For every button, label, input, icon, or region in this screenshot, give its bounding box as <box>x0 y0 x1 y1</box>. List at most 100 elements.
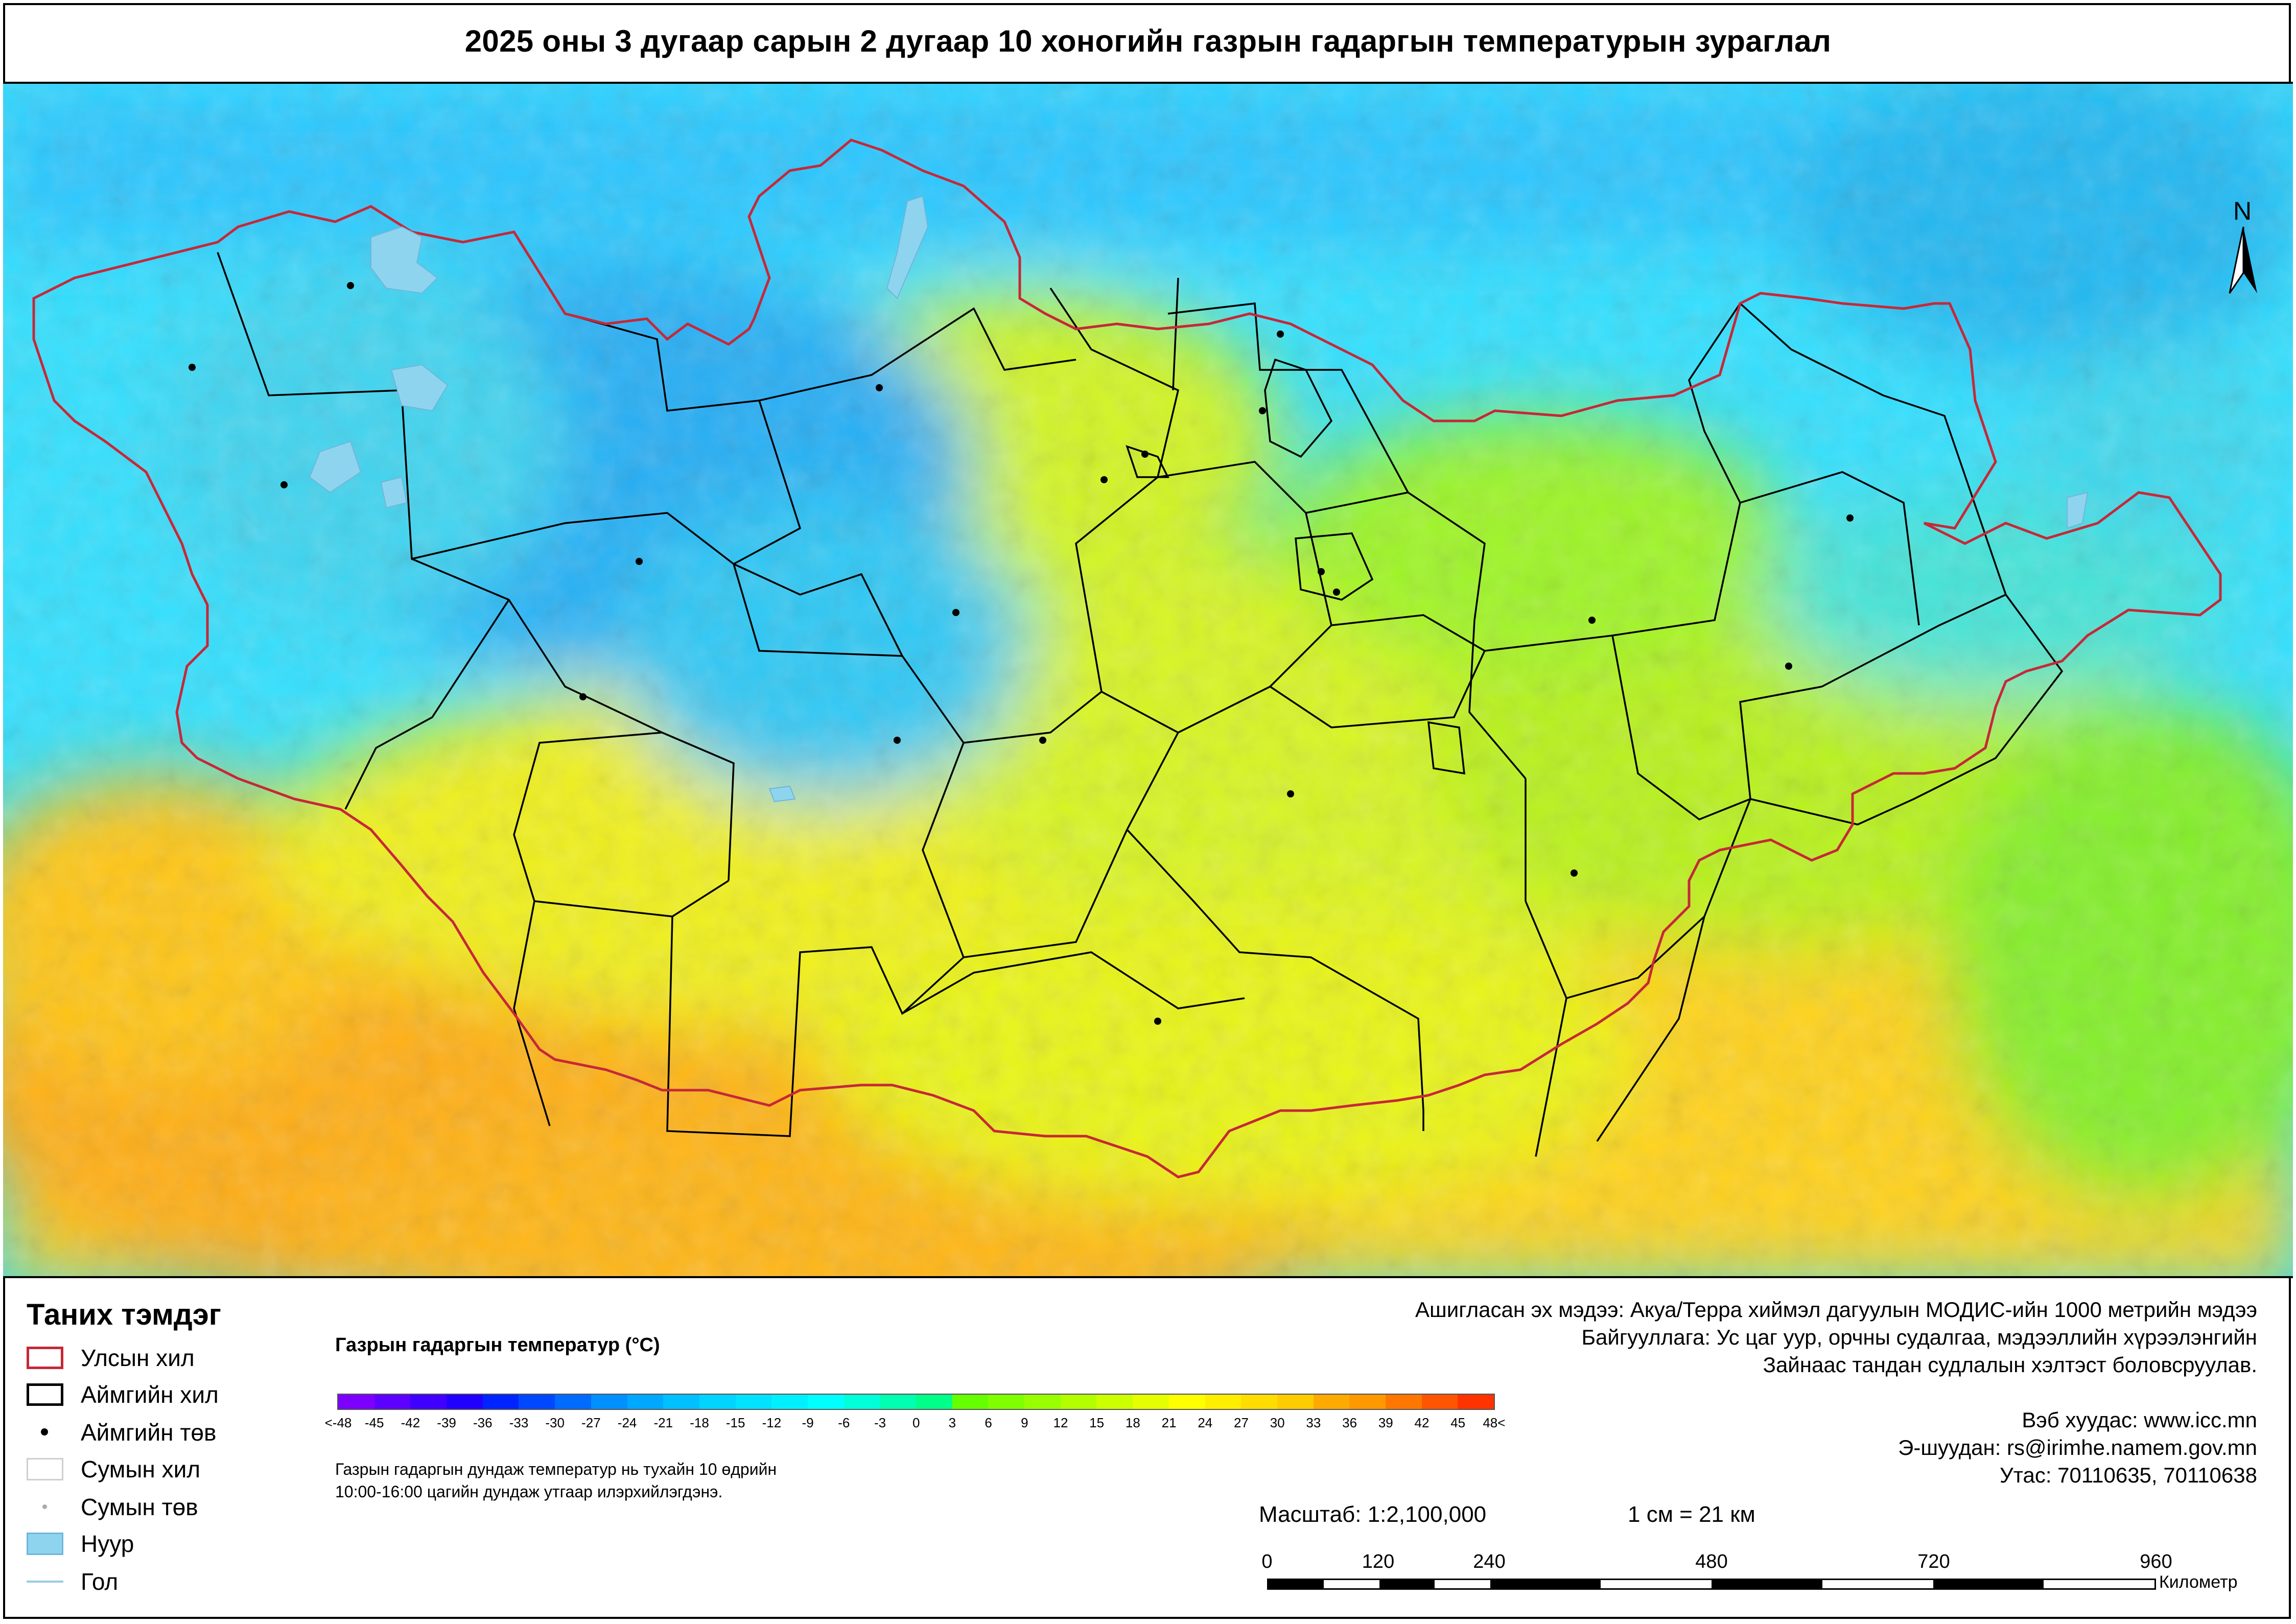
color-scale-tick-label: 36 <box>1342 1415 1357 1430</box>
scale-bar-unit: Километр <box>2159 1572 2238 1592</box>
scale-bar-segment <box>1490 1580 1601 1588</box>
color-scale-swatch <box>735 1395 772 1409</box>
legend-item-sum-border: Сумын хил <box>27 1454 200 1485</box>
aimag-center-dot <box>1154 1018 1161 1025</box>
lakes <box>309 195 2089 803</box>
color-scale-tick-label: <-48 <box>324 1415 352 1430</box>
texture-overlay <box>3 84 2293 1276</box>
color-scale-tick-label: 21 <box>1161 1415 1177 1430</box>
scale-bar-segment <box>1933 1580 2044 1588</box>
aimag-center-dot <box>1141 451 1149 458</box>
color-scale-tick-label: 45 <box>1450 1415 1466 1430</box>
color-scale-tick-label: -6 <box>838 1415 850 1430</box>
color-scale-swatch <box>1385 1395 1422 1409</box>
color-scale-swatch <box>1313 1395 1350 1409</box>
scale-bar-label: 0 <box>1261 1551 1273 1572</box>
temperature-map[interactable] <box>3 84 2293 1278</box>
color-scale-swatch <box>1421 1395 1458 1409</box>
color-scale-tick-label: 18 <box>1125 1415 1140 1430</box>
color-scale-tick-label: 39 <box>1378 1415 1393 1430</box>
aimag-border-swatch <box>27 1383 63 1406</box>
color-scale-tick-label: 3 <box>948 1415 956 1430</box>
color-scale-tick-label: -9 <box>802 1415 814 1430</box>
color-scale-swatch <box>663 1395 699 1409</box>
aimag-center-dot <box>876 384 883 391</box>
scale-bar-label: 240 <box>1473 1551 1506 1572</box>
color-scale-tick-label: -36 <box>473 1415 493 1430</box>
color-scale-tick-label: -24 <box>617 1415 637 1430</box>
lake-khar-us <box>390 364 449 412</box>
color-scale-swatch <box>952 1395 989 1409</box>
color-scale-swatch <box>1205 1395 1241 1409</box>
scale-bar-segment <box>1712 1580 1822 1588</box>
color-scale-swatch <box>699 1395 736 1409</box>
legend-item-aimag-border: Аймгийн хил <box>27 1379 219 1410</box>
color-scale-tick-label: -33 <box>509 1415 529 1430</box>
north-arrow: N <box>2220 196 2266 298</box>
color-scale-swatch <box>1349 1395 1386 1409</box>
map-panel[interactable]: N <box>3 82 2293 1278</box>
legend-item-national-border: Улсын хил <box>27 1343 195 1373</box>
email-text: Э-шуудан: rs@irimhe.namem.gov.mn <box>1898 1435 2257 1460</box>
lake-uvs <box>370 226 438 294</box>
color-scale-tick-label: -18 <box>690 1415 709 1430</box>
scale-ratio: Масштаб: 1:2,100,000 <box>1259 1502 1487 1527</box>
color-scale-swatch <box>482 1395 519 1409</box>
aimag-center-dot <box>1100 476 1108 483</box>
color-scale-tick-label: -3 <box>874 1415 886 1430</box>
color-scale-tick-label: 27 <box>1234 1415 1249 1430</box>
aimag-center-dot <box>347 282 354 289</box>
scale-bar-label: 480 <box>1695 1551 1728 1572</box>
color-scale-tick-label: 9 <box>1021 1415 1028 1430</box>
aimag-center-dot-icon <box>27 1421 63 1444</box>
aimag-center-dot <box>1039 737 1046 744</box>
legend-item-aimag-center: Аймгийн төв <box>27 1417 216 1448</box>
color-scale-swatch <box>1024 1395 1061 1409</box>
legend-item-river: Гол <box>27 1566 118 1597</box>
color-scale-swatch <box>519 1395 555 1409</box>
color-scale-swatch <box>1096 1395 1133 1409</box>
lake-swatch <box>27 1533 63 1555</box>
color-scale-swatch <box>1060 1395 1097 1409</box>
color-scale-swatch <box>555 1395 591 1409</box>
color-scale-tick-label: 30 <box>1270 1415 1285 1430</box>
aimag-center-dot <box>636 558 643 565</box>
aimag-center-dot <box>952 609 959 616</box>
aimag-center-dot <box>1588 617 1596 624</box>
source-line-2: Байгууллага: Ус цаг уур, орчны судалгаа,… <box>1581 1325 2257 1349</box>
color-scale-swatch <box>374 1395 411 1409</box>
lake-buir <box>2067 491 2089 529</box>
color-scale-swatch <box>880 1395 916 1409</box>
color-scale-tick-label: -12 <box>762 1415 782 1430</box>
color-scale-note: Газрын гадаргын дундаж температур нь тух… <box>335 1460 777 1501</box>
scale-bar-label: 720 <box>1917 1551 1950 1572</box>
color-scale-swatch <box>844 1395 880 1409</box>
color-scale-swatch <box>410 1395 447 1409</box>
aimag-center-dot <box>189 364 196 371</box>
lake-orog <box>768 785 796 803</box>
color-scale-swatch <box>988 1395 1025 1409</box>
color-scale-tick-label: -15 <box>725 1415 745 1430</box>
color-scale-tick-label: -27 <box>581 1415 601 1430</box>
scale-bar <box>1267 1579 2156 1590</box>
color-scale-tick-label: 6 <box>985 1415 992 1430</box>
legend-title: Таних тэмдэг <box>27 1298 221 1331</box>
lake-khuvsgul <box>886 195 929 299</box>
color-scale-swatch <box>771 1395 808 1409</box>
lake-khyargas <box>309 440 362 493</box>
scale-bar-segment <box>1435 1580 1490 1588</box>
color-scale-tick-label: -39 <box>437 1415 456 1430</box>
title-bar: 2025 оны 3 дугаар сарын 2 дугаар 10 хоно… <box>0 0 2296 82</box>
source-line-3: Зайнаас тандан судлалын хэлтэст боловсру… <box>1763 1353 2257 1377</box>
aimag-center-dot <box>1277 331 1284 338</box>
scale-bar-segment <box>2044 1580 2154 1588</box>
color-scale-swatch <box>1277 1395 1314 1409</box>
aimag-borders <box>217 252 2064 1157</box>
color-scale-swatch <box>627 1395 664 1409</box>
color-scale-swatch <box>1458 1395 1494 1409</box>
color-scale-swatch <box>1133 1395 1169 1409</box>
map-title: 2025 оны 3 дугаар сарын 2 дугаар 10 хоно… <box>464 23 1832 58</box>
website-text: Вэб хуудас: www.icc.mn <box>2022 1408 2257 1432</box>
aimag-center-dot <box>1287 790 1294 797</box>
north-arrow-icon <box>2229 226 2257 294</box>
